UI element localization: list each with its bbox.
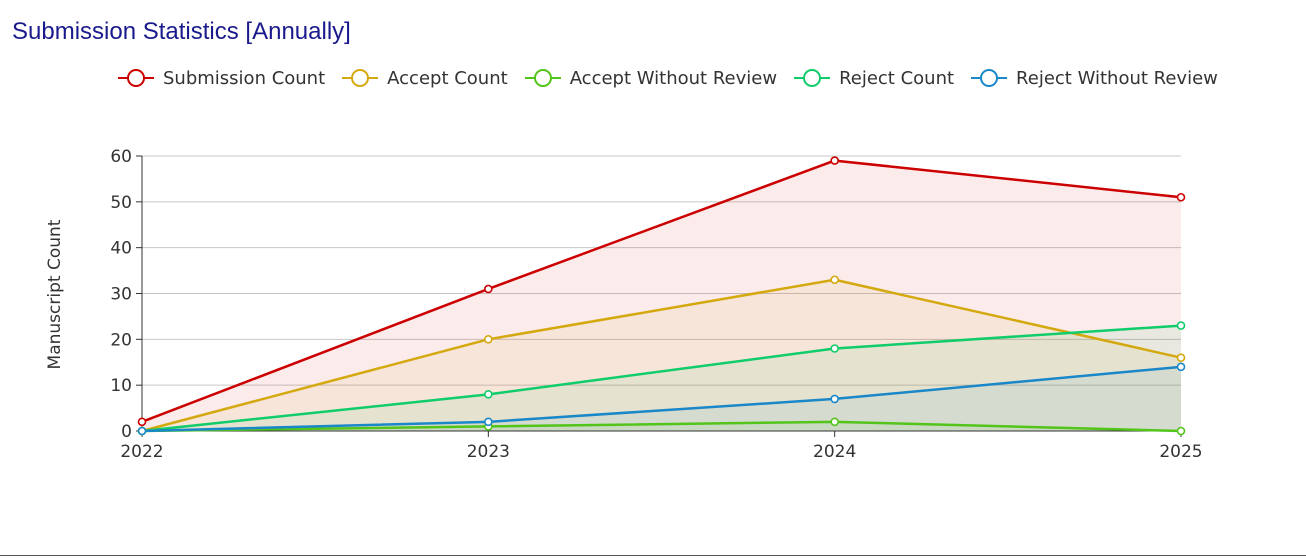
legend-label: Accept Count bbox=[387, 67, 508, 89]
data-point-submission-count[interactable] bbox=[1176, 192, 1186, 202]
data-point-accept-count[interactable] bbox=[830, 275, 839, 285]
legend-item-reject-without-review[interactable]: Reject Without Review bbox=[970, 66, 1218, 90]
legend-label: Submission Count bbox=[163, 67, 326, 89]
legend-item-reject-count[interactable]: Reject Count bbox=[793, 66, 954, 90]
series-line-reject-count bbox=[141, 324, 1182, 433]
data-point-reject-without-review[interactable] bbox=[1176, 362, 1186, 372]
y-tick-label: 40 bbox=[110, 239, 132, 259]
legend-label: Reject Without Review bbox=[1016, 67, 1218, 89]
x-tick-label: 2024 bbox=[813, 442, 856, 462]
y-tick-label: 10 bbox=[110, 376, 132, 396]
grid bbox=[142, 155, 1181, 386]
page-title: Submission Statistics [Annually] bbox=[12, 18, 351, 45]
data-point-accept-without-review[interactable] bbox=[830, 417, 839, 427]
area-accept-count bbox=[142, 279, 1181, 431]
x-tick-label: 2025 bbox=[1159, 442, 1202, 462]
y-tick-label: 50 bbox=[110, 193, 132, 213]
y-tick-label: 0 bbox=[121, 422, 132, 442]
legend-item-submission-count[interactable]: Submission Count bbox=[117, 66, 325, 90]
legend-marker-icon bbox=[794, 69, 831, 87]
series-line-submission-count bbox=[141, 159, 1182, 424]
data-point-reject-count[interactable] bbox=[484, 390, 493, 399]
data-point-reject-without-review[interactable] bbox=[830, 394, 839, 404]
data-point-reject-count[interactable] bbox=[1176, 321, 1186, 330]
data-point-submission-count[interactable] bbox=[484, 284, 493, 294]
legend-item-accept-without-review[interactable]: Accept Without Review bbox=[524, 66, 777, 90]
legend-label: Accept Without Review bbox=[569, 67, 778, 89]
x-tick-label: 2022 bbox=[120, 442, 163, 462]
legend-marker-icon bbox=[971, 69, 1008, 87]
data-point-accept-count[interactable] bbox=[1176, 353, 1186, 362]
data-point-accept-count[interactable] bbox=[484, 335, 493, 344]
y-tick-label: 20 bbox=[110, 330, 132, 350]
data-point-reject-count[interactable] bbox=[830, 344, 839, 353]
chart-legend: Submission Count Accept Count Accept Witho… bbox=[117, 66, 1218, 90]
y-axis-title: Manuscript Count bbox=[45, 219, 65, 369]
series-line-accept-count bbox=[141, 278, 1182, 433]
data-point-reject-without-review[interactable] bbox=[137, 426, 147, 436]
legend-marker-icon bbox=[118, 69, 154, 87]
y-tick-label: 30 bbox=[110, 285, 132, 305]
data-point-accept-without-review[interactable] bbox=[1176, 426, 1186, 436]
divider bbox=[0, 555, 1306, 556]
data-point-submission-count[interactable] bbox=[830, 156, 839, 165]
legend-label: Reject Count bbox=[839, 67, 955, 89]
legend-marker-icon bbox=[524, 69, 561, 87]
data-point-reject-without-review[interactable] bbox=[484, 417, 493, 427]
y-tick-label: 60 bbox=[110, 147, 132, 167]
x-tick-label: 2023 bbox=[467, 442, 510, 462]
series-line-accept-without-review bbox=[141, 420, 1182, 433]
legend-item-accept-count[interactable]: Accept Count bbox=[341, 66, 508, 90]
legend-marker-icon bbox=[342, 69, 379, 87]
area-reject-without-review bbox=[142, 366, 1181, 431]
data-point-submission-count[interactable] bbox=[137, 417, 147, 427]
series-line-reject-without-review bbox=[141, 365, 1182, 433]
